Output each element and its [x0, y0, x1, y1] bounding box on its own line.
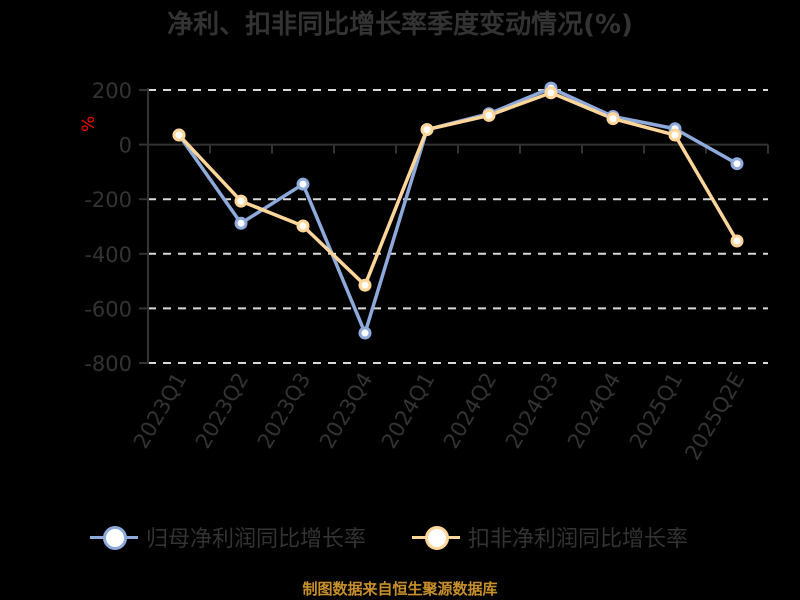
axes	[147, 88, 769, 364]
data-point[interactable]	[730, 157, 744, 171]
x-tick-label: 2023Q2	[191, 369, 253, 453]
data-point[interactable]	[730, 234, 744, 248]
circle-marker-icon	[410, 520, 462, 554]
y-tick-label: 200	[92, 79, 132, 103]
circle-marker-icon	[88, 520, 140, 554]
y-tick-label: -600	[84, 297, 132, 321]
data-point[interactable]	[544, 86, 558, 100]
y-tick-label: -800	[84, 352, 132, 376]
data-point[interactable]	[358, 326, 372, 340]
data-point[interactable]	[172, 128, 186, 142]
gridlines	[139, 89, 768, 364]
data-point[interactable]	[234, 216, 248, 230]
x-tick-label: 2024Q1	[377, 369, 439, 453]
legend-label: 归母净利润同比增长率	[146, 527, 367, 552]
data-point[interactable]	[296, 177, 310, 191]
legend-item-blue[interactable]: 归母净利润同比增长率	[88, 520, 366, 554]
x-tick-label: 2023Q3	[253, 369, 315, 453]
y-tick-label: -200	[84, 188, 132, 212]
x-tick-label: 2025Q1	[625, 369, 687, 453]
legend-label: 扣非净利润同比增长率	[468, 527, 689, 552]
y-unit-label: %	[79, 116, 99, 132]
x-tick-label: 2024Q4	[563, 369, 625, 453]
source-note: 制图数据来自恒生聚源数据库	[302, 580, 498, 598]
x-tick-label: 2024Q2	[439, 369, 501, 453]
x-tick-label: 2023Q1	[129, 369, 191, 453]
data-point[interactable]	[358, 278, 372, 292]
legend-item-orange[interactable]: 扣非净利润同比增长率	[410, 520, 688, 554]
x-tick-label: 2025Q2E	[680, 369, 749, 465]
chart-title: 净利、扣非同比增长率季度变动情况(%)	[167, 10, 633, 40]
x-axis-ticks: 2023Q1 2023Q2 2023Q3 2023Q4 2024Q1 2024Q2 2024…	[129, 369, 749, 465]
data-point[interactable]	[606, 112, 620, 126]
x-tick-label: 2023Q4	[315, 369, 377, 453]
data-point[interactable]	[420, 123, 434, 137]
y-axis-ticks: 200 0 -200 -400 -600 -800	[84, 79, 132, 376]
data-point[interactable]	[296, 219, 310, 233]
data-point[interactable]	[234, 194, 248, 208]
y-tick-label: 0	[119, 134, 132, 158]
data-point[interactable]	[482, 108, 496, 122]
y-tick-label: -400	[84, 243, 132, 267]
data-point[interactable]	[668, 128, 682, 142]
series-lines	[172, 81, 744, 340]
series-line	[177, 90, 739, 287]
x-tick-label: 2024Q3	[501, 369, 563, 453]
legend: 归母净利润同比增长率 扣非净利润同比增长率	[0, 520, 800, 554]
